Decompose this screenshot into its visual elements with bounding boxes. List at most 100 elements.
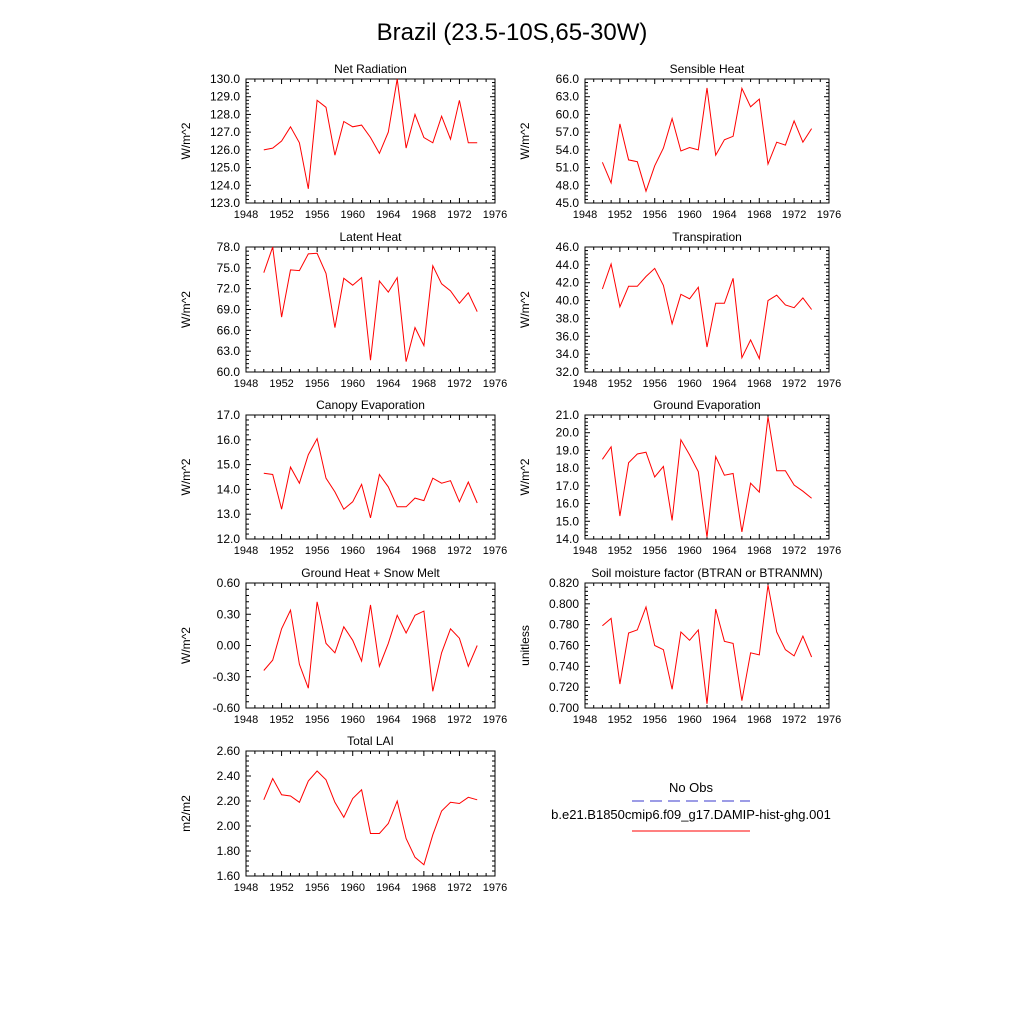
- y-tick-label: 14.0: [556, 532, 580, 546]
- series-line: [601, 86, 813, 193]
- y-tick-label: 66.0: [556, 72, 580, 86]
- x-tick-label: 1952: [608, 714, 632, 726]
- y-axis-label: W/m^2: [518, 458, 532, 495]
- y-tick-label: 16.0: [556, 497, 580, 511]
- x-tick-label: 1956: [305, 882, 329, 894]
- x-tick-label: 1960: [677, 209, 701, 221]
- x-tick-label: 1972: [447, 378, 471, 390]
- chart-panel: Ground Heat + Snow Melt W/m^2 1948 1952 1956…: [179, 566, 507, 726]
- x-tick-label: 1948: [234, 378, 258, 390]
- x-tick-label: 1956: [642, 378, 666, 390]
- chart-panel: Transpiration W/m^2 1948 1952 1956 1960 1964 19…: [518, 230, 841, 390]
- y-tick-label: 60.0: [217, 365, 241, 379]
- x-tick-label: 1964: [376, 714, 400, 726]
- y-axis-label: W/m^2: [518, 291, 532, 328]
- y-tick-label: 69.0: [217, 303, 241, 317]
- panel-title: Total LAI: [347, 734, 394, 748]
- y-tick-label: 48.0: [556, 178, 580, 192]
- x-tick-label: 1956: [305, 378, 329, 390]
- y-tick-label: 128.0: [210, 107, 240, 121]
- chart-panel: Canopy Evaporation W/m^2 1948 1952 1956 1960 1…: [179, 398, 507, 557]
- chart-panel: Ground Evaporation W/m^2 1948 1952 1956 1960 1…: [518, 398, 841, 557]
- y-tick-label: 72.0: [217, 282, 241, 296]
- y-tick-label: 2.40: [217, 769, 241, 783]
- x-tick-label: 1960: [677, 545, 701, 557]
- x-tick-label: 1948: [573, 545, 597, 557]
- y-tick-label: 2.60: [217, 744, 241, 758]
- panel-title: Transpiration: [672, 230, 742, 244]
- x-tick-label: 1964: [712, 378, 736, 390]
- x-tick-label: 1956: [305, 714, 329, 726]
- x-tick-label: 1976: [483, 882, 507, 894]
- y-tick-label: 0.740: [549, 659, 579, 673]
- x-tick-label: 1960: [677, 714, 701, 726]
- series-line: [263, 246, 478, 362]
- y-axis-label: W/m^2: [179, 627, 193, 664]
- x-tick-label: 1968: [747, 209, 771, 221]
- panel-title: Sensible Heat: [670, 62, 745, 76]
- x-tick-label: 1968: [412, 714, 436, 726]
- figure-title: Brazil (23.5-10S,65-30W): [377, 19, 648, 46]
- plot-frame: [245, 414, 496, 540]
- y-tick-label: 14.0: [217, 482, 241, 496]
- y-tick-label: 0.30: [217, 607, 241, 621]
- plot-frame: [245, 582, 496, 709]
- x-tick-label: 1956: [642, 545, 666, 557]
- y-axis-label: W/m^2: [179, 291, 193, 328]
- y-tick-label: 54.0: [556, 143, 580, 157]
- y-tick-label: 12.0: [217, 532, 241, 546]
- y-tick-label: 66.0: [217, 323, 241, 337]
- x-tick-label: 1964: [376, 378, 400, 390]
- y-tick-label: 21.0: [556, 408, 580, 422]
- x-tick-label: 1964: [712, 714, 736, 726]
- x-tick-label: 1948: [234, 209, 258, 221]
- y-tick-label: 126.0: [210, 143, 240, 157]
- x-tick-label: 1960: [340, 882, 364, 894]
- y-tick-label: 0.780: [549, 618, 579, 632]
- x-tick-label: 1976: [483, 714, 507, 726]
- y-axis-label: unitless: [518, 625, 532, 666]
- x-tick-label: 1948: [573, 714, 597, 726]
- x-tick-label: 1948: [573, 209, 597, 221]
- x-tick-label: 1976: [817, 714, 841, 726]
- chart-panel: Sensible Heat W/m^2 1948 1952 1956 1960 1964 19…: [518, 62, 841, 221]
- plot-frame: [584, 78, 830, 204]
- chart-panel: Soil moisture factor (BTRAN or BTRANMN) u…: [518, 566, 841, 726]
- plot-frame: [245, 750, 496, 877]
- y-tick-label: 0.760: [549, 639, 579, 653]
- x-tick-label: 1952: [269, 714, 293, 726]
- x-tick-label: 1972: [447, 714, 471, 726]
- y-tick-label: 2.20: [217, 794, 241, 808]
- y-tick-label: 57.0: [556, 125, 580, 139]
- x-tick-label: 1960: [340, 714, 364, 726]
- y-tick-label: 16.0: [217, 433, 241, 447]
- x-tick-label: 1956: [642, 209, 666, 221]
- y-tick-label: 13.0: [217, 507, 241, 521]
- x-tick-label: 1960: [340, 209, 364, 221]
- panel-title: Net Radiation: [334, 62, 407, 76]
- panel-title: Latent Heat: [339, 230, 402, 244]
- legend-obs-label: No Obs: [669, 780, 714, 795]
- x-tick-label: 1968: [412, 882, 436, 894]
- chart-panel: Total LAI m2/m2 1948 1952 1956 1960 1964 1968 19…: [179, 734, 507, 894]
- y-tick-label: 129.0: [210, 90, 240, 104]
- x-tick-label: 1960: [677, 378, 701, 390]
- y-axis-label: W/m^2: [179, 458, 193, 495]
- y-tick-label: 36.0: [556, 329, 580, 343]
- y-tick-label: 63.0: [217, 344, 241, 358]
- panel-title: Ground Heat + Snow Melt: [301, 566, 440, 580]
- x-tick-label: 1964: [376, 882, 400, 894]
- x-tick-label: 1964: [712, 545, 736, 557]
- x-tick-label: 1972: [782, 714, 806, 726]
- y-tick-label: 63.0: [556, 90, 580, 104]
- series-line: [263, 437, 478, 519]
- x-tick-label: 1952: [269, 378, 293, 390]
- y-tick-label: 51.0: [556, 161, 580, 175]
- y-tick-label: 125.0: [210, 161, 240, 175]
- series-line: [601, 262, 812, 361]
- x-tick-label: 1948: [573, 378, 597, 390]
- x-tick-label: 1972: [782, 378, 806, 390]
- y-axis-label: W/m^2: [518, 122, 532, 159]
- y-tick-label: 45.0: [556, 196, 580, 210]
- y-tick-label: 18.0: [556, 461, 580, 475]
